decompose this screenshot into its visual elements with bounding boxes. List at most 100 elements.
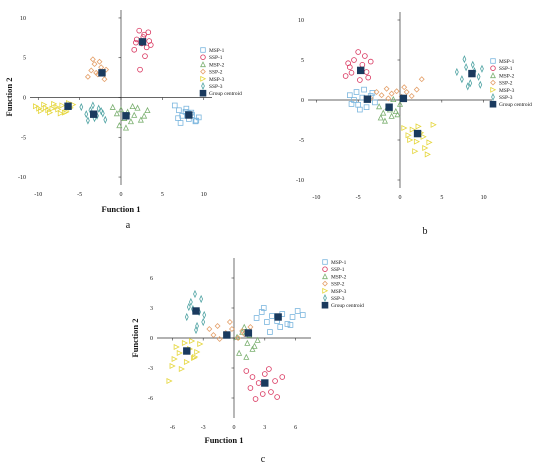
data-point-msp-2 <box>392 107 399 114</box>
data-point-ssp-2 <box>385 95 392 102</box>
data-point-msp-3 <box>409 126 416 133</box>
data-point-msp-1 <box>355 102 361 108</box>
data-point-msp-2 <box>243 353 250 360</box>
data-point-ssp-3 <box>188 297 193 307</box>
data-point-msp-2 <box>396 100 404 107</box>
x-tick-label: -3 <box>201 425 206 431</box>
x-tick-label: 6 <box>294 425 297 431</box>
data-point-ssp-3 <box>454 67 459 77</box>
y-tick-label: 5 <box>301 58 304 64</box>
legend-marker-ssp-3 <box>491 93 495 101</box>
legend-marker-group-centroid <box>199 89 207 97</box>
x-tick-label: 5 <box>440 195 443 201</box>
data-point-ssp-1 <box>357 77 363 83</box>
data-point-ssp-2 <box>378 92 385 99</box>
x-tick-label: -10 <box>312 195 320 201</box>
legend-marker-ssp-2 <box>200 68 206 75</box>
data-point-msp-1 <box>171 102 178 109</box>
data-point-msp-2 <box>113 110 120 117</box>
data-point-ssp-1 <box>255 380 262 386</box>
data-point-ssp-3 <box>480 64 484 73</box>
x-tick-label: 3 <box>263 425 266 431</box>
data-point-ssp-1 <box>141 31 147 38</box>
data-point-msp-1 <box>277 324 283 330</box>
data-point-msp-3 <box>430 121 437 128</box>
data-point-ssp-3 <box>478 80 483 89</box>
data-point-msp-1 <box>299 312 306 318</box>
data-point-ssp-3 <box>90 101 95 110</box>
group-centroid-msp-3 <box>413 129 422 138</box>
data-point-ssp-2 <box>413 86 420 93</box>
data-point-ssp-1 <box>266 366 272 372</box>
data-point-msp-3 <box>401 124 408 132</box>
group-centroid-msp-3 <box>64 102 72 110</box>
data-point-msp-1 <box>357 106 363 113</box>
data-point-msp-2 <box>251 342 258 349</box>
data-point-ssp-3 <box>193 289 197 299</box>
data-point-ssp-2 <box>91 61 98 68</box>
y-tick-label: -6 <box>148 396 153 402</box>
group-centroid-ssp-2 <box>399 94 408 103</box>
data-point-msp-3 <box>412 148 419 155</box>
y-tick-label: 5 <box>23 56 26 62</box>
data-point-ssp-2 <box>210 332 217 338</box>
data-point-msp-1 <box>253 315 260 321</box>
legend-marker-msp-2 <box>490 72 496 79</box>
data-point-ssp-3 <box>79 102 84 112</box>
data-point-ssp-3 <box>470 60 475 69</box>
x-tick-label: 0 <box>120 192 123 198</box>
data-point-ssp-1 <box>259 391 266 397</box>
data-point-msp-1 <box>348 101 355 107</box>
legend-marker-msp-3 <box>200 75 207 82</box>
legend-label: MSP-3 <box>499 88 515 94</box>
data-point-ssp-3 <box>464 63 468 72</box>
data-point-ssp-1 <box>136 27 143 34</box>
panel-label: a <box>126 220 131 231</box>
data-point-ssp-2 <box>235 335 242 341</box>
legend-label: SSP-3 <box>499 95 513 101</box>
data-point-ssp-1 <box>143 44 150 51</box>
data-point-msp-2 <box>381 117 388 124</box>
group-centroid-ssp-3 <box>468 69 476 78</box>
data-point-ssp-3 <box>186 302 191 312</box>
legend-marker-ssp-3 <box>201 82 205 90</box>
data-point-msp-3 <box>169 362 176 370</box>
data-point-ssp-2 <box>206 326 213 332</box>
legend-marker-msp-1 <box>490 58 496 64</box>
data-point-msp-2 <box>394 111 401 118</box>
y-tick-label: -3 <box>148 366 153 372</box>
legend-label: SSP-3 <box>209 84 223 90</box>
data-point-ssp-3 <box>462 55 467 64</box>
data-point-ssp-1 <box>249 374 256 380</box>
data-point-msp-1 <box>347 92 353 99</box>
data-point-msp-2 <box>129 102 136 110</box>
data-point-msp-2 <box>254 336 261 343</box>
data-point-ssp-3 <box>184 312 189 322</box>
legend-marker-msp-3 <box>490 86 497 93</box>
data-point-msp-1 <box>175 115 181 121</box>
legend-marker-group-centroid <box>321 301 329 309</box>
data-point-msp-2 <box>241 323 248 330</box>
data-point-msp-3 <box>420 133 427 140</box>
legend-label: MSP-3 <box>331 289 347 295</box>
data-point-msp-2 <box>236 349 243 356</box>
data-point-msp-3 <box>181 339 189 347</box>
legend-marker-msp-2 <box>200 61 206 68</box>
x-tick-label: -5 <box>77 192 82 198</box>
legend-marker-ssp-1 <box>322 266 328 272</box>
data-point-msp-1 <box>260 305 267 311</box>
data-point-msp-3 <box>191 354 198 362</box>
data-point-ssp-3 <box>465 82 470 91</box>
legend-label: SSP-1 <box>209 55 223 61</box>
data-point-ssp-2 <box>247 324 254 330</box>
y-axis-title: Function 2 <box>130 319 140 358</box>
data-point-ssp-1 <box>261 371 268 377</box>
legend-label: SSP-2 <box>331 282 345 288</box>
data-point-msp-3 <box>166 377 173 385</box>
data-point-msp-1 <box>363 104 370 111</box>
data-point-msp-3 <box>61 109 69 116</box>
legend-marker-ssp-3 <box>323 294 327 302</box>
data-point-ssp-1 <box>363 69 370 75</box>
